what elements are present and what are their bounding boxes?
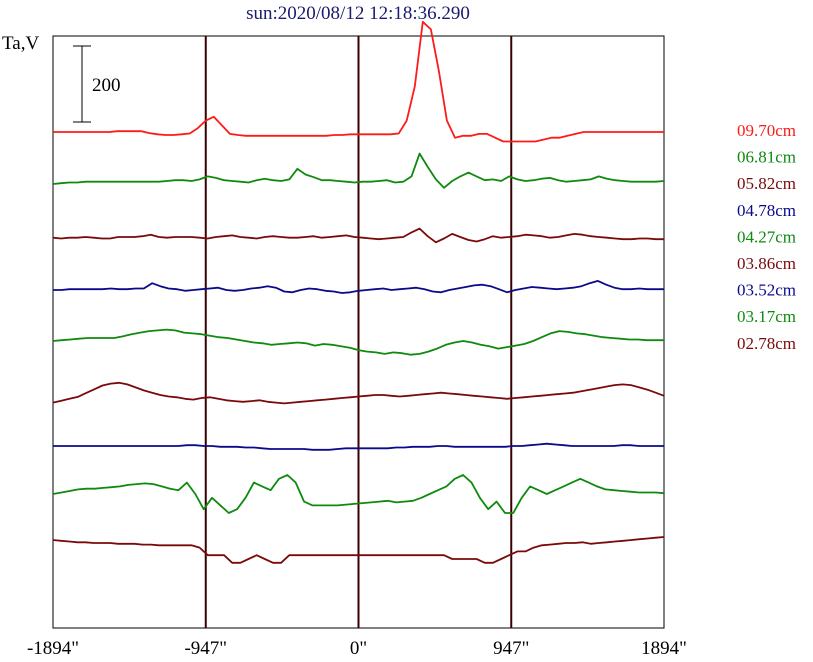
series-line-04.78cm xyxy=(53,280,664,294)
legend: 09.70cm 06.81cm 05.82cm 04.78cm 04.27cm 03.86… xyxy=(737,121,796,353)
legend-entry-06.81cm: 06.81cm xyxy=(737,148,796,167)
x-tick-label-3: 947" xyxy=(493,638,529,659)
vertical-reference-lines xyxy=(204,36,513,628)
series-line-06.81cm xyxy=(52,152,665,189)
legend-entry-03.17cm: 03.17cm xyxy=(737,307,796,326)
series-line-04.27cm xyxy=(52,328,664,356)
series-lines xyxy=(52,20,665,564)
legend-entry-04.78cm: 04.78cm xyxy=(737,201,796,220)
series-line-03.52cm xyxy=(53,442,664,451)
series-line-02.78cm xyxy=(52,536,665,564)
x-tick-label-1: -947" xyxy=(184,638,227,659)
legend-entry-03.86cm: 03.86cm xyxy=(737,254,796,273)
chart-title: sun:2020/08/12 12:18:36.290 xyxy=(246,3,470,24)
y-axis-label: Ta,V xyxy=(2,33,39,54)
series-line-03.17cm xyxy=(52,474,665,514)
legend-entry-03.52cm: 03.52cm xyxy=(737,281,796,300)
legend-entry-09.70cm: 09.70cm xyxy=(737,121,796,140)
scale-bar: 200 xyxy=(73,45,121,123)
x-tick-label-2: 0" xyxy=(350,638,367,659)
scale-bar-label: 200 xyxy=(92,75,121,96)
legend-entry-05.82cm: 05.82cm xyxy=(737,174,796,193)
legend-entry-04.27cm: 04.27cm xyxy=(737,227,796,246)
series-line-03.86cm xyxy=(52,381,665,405)
x-tick-label-4: 1894" xyxy=(641,638,687,659)
x-tick-labels: -1894" -947" 0" 947" 1894" xyxy=(27,638,687,659)
x-tick-label-0: -1894" xyxy=(27,638,79,659)
legend-entry-02.78cm: 02.78cm xyxy=(737,334,796,353)
series-line-05.82cm xyxy=(52,227,664,244)
series-line-09.70cm xyxy=(53,20,664,143)
